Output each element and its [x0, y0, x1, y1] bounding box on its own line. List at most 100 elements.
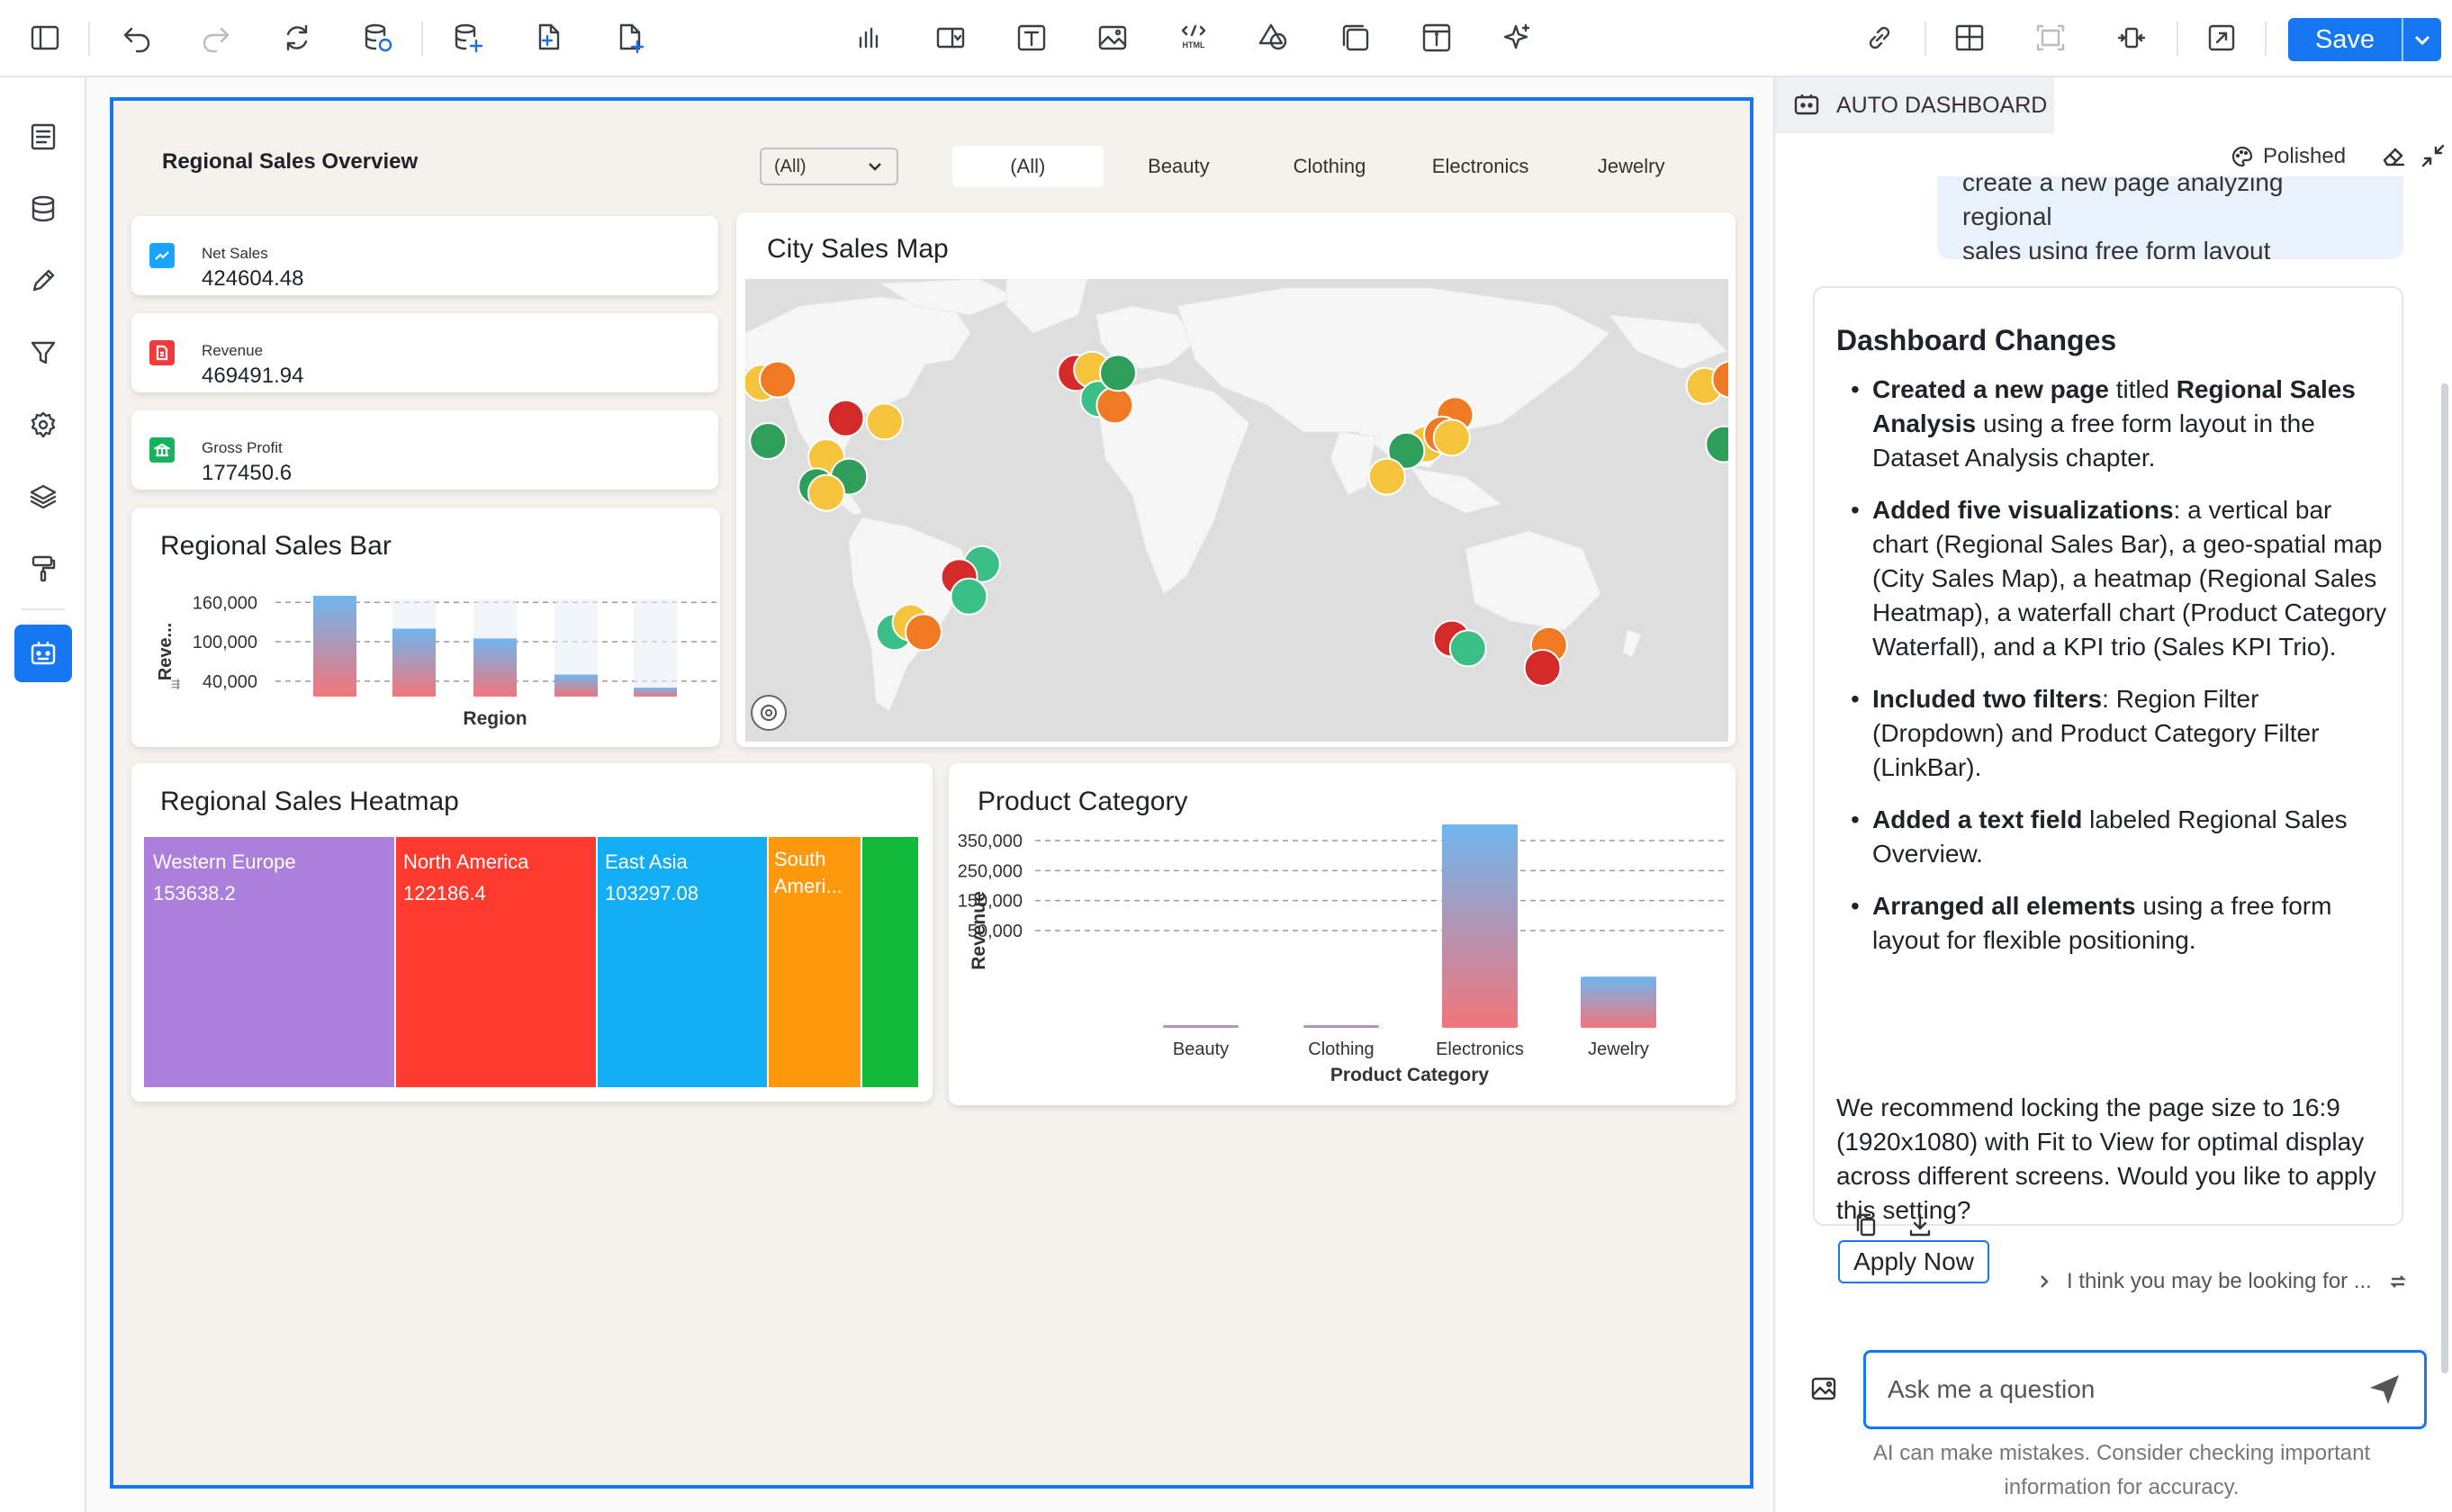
treemap-cell-western-europe[interactable]: Western Europe 153638.2 — [144, 837, 396, 1087]
region-bar — [392, 628, 436, 697]
list-item: Added five visualizations: a vertical ba… — [1836, 493, 2394, 664]
y-tick-label: 250,000 — [958, 861, 1023, 881]
region-filter-dropdown[interactable]: (All) — [760, 148, 898, 185]
world-map[interactable] — [745, 279, 1728, 742]
toolbar-divider — [2265, 22, 2267, 56]
regional-sales-bar-card[interactable]: Regional Sales Bar Reve... Region ⇶ 40,0… — [131, 508, 720, 747]
y-tick-label: 50,000 — [968, 922, 1023, 941]
image-upload-icon[interactable] — [1809, 1373, 1842, 1406]
category-bar — [1163, 1025, 1239, 1028]
dataset-info-icon[interactable] — [358, 18, 398, 58]
toolbar-divider — [88, 22, 90, 56]
download-icon[interactable] — [1907, 1211, 1939, 1244]
regional-sales-heatmap-card[interactable]: Regional Sales Heatmap Western Europe 15… — [131, 763, 933, 1102]
item-bold: Added five visualizations — [1872, 496, 2174, 524]
treemap-cell-east-asia[interactable]: East Asia 103297.08 — [598, 837, 769, 1087]
database-icon[interactable] — [22, 187, 65, 230]
item-text: using a free form layout for flexible po… — [1872, 892, 2332, 954]
link-icon[interactable] — [1860, 18, 1899, 58]
settings-icon[interactable] — [22, 403, 65, 446]
map-reset-icon[interactable] — [751, 695, 787, 731]
fit-width-icon[interactable] — [2112, 18, 2151, 58]
bar-chart-ylabel: Reve... — [156, 623, 176, 680]
format-painter-icon[interactable] — [22, 547, 65, 590]
add-dataset-icon[interactable] — [448, 18, 488, 58]
dropdown-filter-icon[interactable] — [931, 18, 970, 58]
city-marker — [759, 360, 797, 399]
treemap-cell-south-america[interactable]: South Ameri... — [769, 837, 862, 1087]
send-icon[interactable] — [2366, 1372, 2402, 1408]
item-bold: Created a new page — [1872, 375, 2109, 403]
toggle-sidebar-icon[interactable] — [25, 18, 65, 58]
collapse-icon[interactable] — [2420, 142, 2448, 171]
edit-icon[interactable] — [22, 259, 65, 302]
swap-icon[interactable] — [2388, 1272, 2408, 1292]
y-tick-label: 40,000 — [203, 672, 257, 692]
product-category-card[interactable]: Product Category Revenue Product Categor… — [949, 763, 1735, 1105]
add-page-copy-icon[interactable] — [529, 18, 569, 58]
item-bold: Arranged all elements — [1872, 892, 2136, 920]
image-icon[interactable] — [1093, 18, 1132, 58]
ask-input[interactable]: Ask me a question — [1863, 1350, 2427, 1429]
kpi-card-net-sales[interactable]: Net Sales 424604.48 — [131, 216, 718, 295]
linkbar-item-all[interactable]: (All) — [952, 146, 1104, 187]
city-sales-map-card[interactable]: City Sales Map — [736, 212, 1735, 747]
filter-icon[interactable] — [22, 331, 65, 374]
html-icon[interactable]: HTML — [1174, 18, 1213, 58]
style-selector[interactable]: Polished — [2231, 144, 2346, 169]
suggestion-link[interactable]: I think you may be looking for ... — [2034, 1269, 2408, 1294]
treemap-cell-value: 103297.08 — [605, 882, 699, 904]
treemap-cell-north-america[interactable]: North America 122186.4 — [396, 837, 598, 1087]
kpi-card-gross-profit[interactable]: Gross Profit 177450.6 — [131, 410, 718, 490]
kpi-card-revenue[interactable]: Revenue 469491.94 — [131, 313, 718, 392]
refresh-icon[interactable] — [277, 18, 317, 58]
user-message-line: sales using free form layout — [1962, 237, 2271, 259]
apply-now-button[interactable]: Apply Now — [1838, 1240, 1989, 1283]
left-rail — [0, 77, 86, 1512]
save-button[interactable]: Save — [2288, 18, 2441, 61]
linkbar-item-beauty[interactable]: Beauty — [1148, 155, 1210, 177]
city-marker — [807, 473, 845, 512]
city-marker — [1367, 457, 1406, 496]
rail-divider — [22, 608, 65, 610]
undo-icon[interactable] — [117, 18, 157, 58]
redo-icon[interactable] — [196, 18, 236, 58]
ai-sparkle-icon[interactable] — [1498, 18, 1537, 58]
item-bold: Included two filters — [1872, 685, 2103, 713]
style-label: Polished — [2263, 144, 2347, 168]
save-options-chevron-icon[interactable] — [2402, 18, 2441, 61]
city-marker — [1095, 386, 1134, 425]
panel-scrollbar[interactable] — [2441, 383, 2448, 1373]
fit-screen-icon[interactable] — [2031, 18, 2070, 58]
expand-icon[interactable] — [2202, 18, 2241, 58]
add-page-icon[interactable] — [610, 18, 650, 58]
category-linkbar: (All) Beauty Clothing Electronics Jewelr… — [952, 146, 1707, 187]
bar-chart-scroll-handle-icon[interactable]: ⇶ — [171, 678, 180, 690]
city-marker — [1523, 649, 1562, 687]
kpi-value: 424604.48 — [202, 266, 304, 291]
tab-auto-dashboard[interactable]: AUTO DASHBOARD — [1775, 77, 2054, 133]
bar-chart-icon[interactable] — [850, 18, 889, 58]
shapes-icon[interactable] — [1255, 18, 1294, 58]
city-marker — [905, 613, 942, 652]
category-bar — [1581, 976, 1656, 1028]
page-list-icon[interactable] — [22, 115, 65, 158]
copy-icon[interactable] — [1853, 1211, 1885, 1244]
auto-dashboard-icon[interactable] — [14, 625, 72, 682]
trend-icon — [149, 243, 175, 268]
auto-dashboard-panel: AUTO DASHBOARD Polished create a new pag… — [1773, 77, 2452, 1512]
text-box-icon[interactable] — [1012, 18, 1051, 58]
x-tick-label: Electronics — [1436, 1040, 1524, 1059]
linkbar-item-jewelry[interactable]: Jewelry — [1597, 155, 1665, 177]
eraser-icon[interactable] — [2380, 142, 2409, 171]
assistant-response: Dashboard Changes Created a new page tit… — [1813, 286, 2403, 1283]
y-tick-label: 160,000 — [193, 593, 257, 613]
layers-icon[interactable] — [22, 475, 65, 518]
layout-icon[interactable] — [1950, 18, 1989, 58]
container-icon[interactable] — [1336, 18, 1375, 58]
x-tick-label: Jewelry — [1588, 1040, 1649, 1059]
linkbar-item-electronics[interactable]: Electronics — [1431, 155, 1529, 177]
info-card-icon[interactable] — [1417, 18, 1456, 58]
treemap-cell-other[interactable] — [862, 837, 918, 1087]
linkbar-item-clothing[interactable]: Clothing — [1293, 155, 1366, 177]
